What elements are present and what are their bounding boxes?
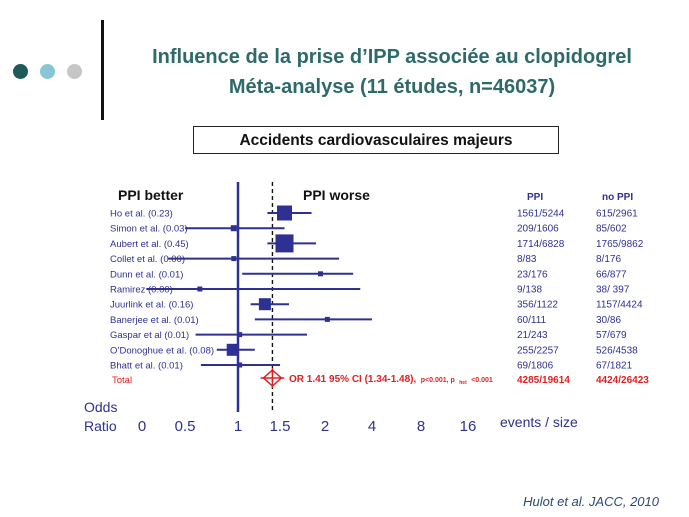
study-label: Ramirez (0.00) — [110, 285, 173, 296]
total-annotation: OR 1.41 95% CI (1.34-1.48), p<0.001, p h… — [289, 369, 493, 388]
total-annotation-p: p<0.001, p — [421, 377, 455, 384]
total-label: Total — [112, 375, 132, 386]
effect-square — [237, 362, 243, 368]
noppi-events: 8/176 — [596, 254, 621, 265]
noppi-events: 85/602 — [596, 224, 627, 235]
study-label: Aubert et al. (0.45) — [110, 239, 189, 250]
citation: Hulot et al. JACC, 2010 — [523, 494, 659, 509]
effect-square — [258, 298, 271, 311]
study-label: Collet et al. (0.00) — [110, 254, 185, 265]
ppi-events: 9/138 — [517, 285, 542, 296]
study-label: Gaspar et al (0.01) — [110, 330, 189, 341]
decor-dot-3 — [67, 64, 82, 79]
x-tick-label: 0 — [138, 418, 146, 435]
ppi-events: 255/2257 — [517, 345, 559, 356]
chart-subtitle: Accidents cardiovasculaires majeurs — [193, 126, 559, 154]
ppi-events: 209/1606 — [517, 224, 559, 235]
ppi-events: 60/111 — [517, 315, 547, 326]
axis-label-ratio: Ratio — [84, 418, 117, 434]
col-header-noppi: no PPI — [602, 192, 633, 203]
ppi-events: 21/243 — [517, 330, 548, 341]
ppi-events: 23/176 — [517, 269, 548, 280]
effect-square — [237, 332, 243, 338]
noppi-events: 526/4538 — [596, 345, 638, 356]
x-tick-label: 1 — [234, 418, 242, 435]
effect-square — [231, 256, 237, 262]
ppi-events: 356/1122 — [517, 300, 558, 311]
ppi-events: 1714/6828 — [517, 239, 565, 250]
decor-dot-1 — [13, 64, 28, 79]
total-annotation-het: het — [459, 380, 467, 386]
noppi-events: 30/86 — [596, 315, 621, 326]
x-tick-label: 4 — [368, 418, 376, 435]
ppi-events: 8/83 — [517, 254, 537, 265]
page-title: Influence de la prise d’IPP associée au … — [152, 46, 632, 68]
study-label: Simon et al. (0.03) — [110, 224, 188, 235]
x-tick-label: 16 — [460, 418, 477, 435]
noppi-events: 67/1821 — [596, 361, 633, 372]
ppi-events: 1561/5244 — [517, 209, 565, 220]
study-label: O’Donoghue et al. (0.08) — [110, 345, 214, 356]
noppi-events: 38/ 397 — [596, 285, 630, 296]
axis-label-events: events / size — [500, 414, 578, 430]
col-header-ppi: PPI — [527, 192, 543, 203]
noppi-events: 1157/4424 — [596, 300, 643, 311]
total-noppi: 4424/26423 — [596, 375, 649, 386]
x-tick-label: 2 — [321, 418, 329, 435]
effect-square — [324, 316, 330, 322]
effect-square — [275, 234, 294, 253]
effect-square — [230, 225, 237, 232]
total-ppi: 4285/19614 — [517, 375, 570, 386]
effect-square — [226, 343, 239, 356]
x-tick-label: 8 — [417, 418, 425, 435]
ppi-events: 69/1806 — [517, 361, 554, 372]
left-header: PPI better — [118, 187, 184, 203]
study-label: Banerjee et al. (0.01) — [110, 315, 199, 326]
study-label: Dunn et al. (0.01) — [110, 269, 183, 280]
x-tick-label: 1.5 — [270, 418, 291, 435]
noppi-events: 57/679 — [596, 330, 627, 341]
noppi-events: 1765/9862 — [596, 239, 644, 250]
effect-square — [277, 205, 292, 221]
axis-label-odds: Odds — [84, 399, 117, 415]
noppi-events: 66/877 — [596, 269, 627, 280]
effect-square — [318, 271, 323, 277]
total-annotation-p-end: <0.001 — [471, 377, 493, 384]
right-header: PPI worse — [303, 187, 370, 203]
page-title-line2: Méta-analyse (11 études, n=46037) — [228, 76, 556, 98]
x-tick-label: 0.5 — [175, 418, 196, 435]
decor-dot-2 — [40, 64, 55, 79]
effect-square — [197, 286, 203, 292]
study-label: Bhatt et al. (0.01) — [110, 361, 183, 372]
noppi-events: 615/2961 — [596, 209, 638, 220]
study-label: Ho et al. (0.23) — [110, 209, 173, 220]
study-label: Juurlink et al. (0.16) — [110, 300, 193, 311]
title-divider — [101, 20, 104, 120]
total-annotation-main: OR 1.41 95% CI (1.34-1.48), — [289, 374, 417, 385]
